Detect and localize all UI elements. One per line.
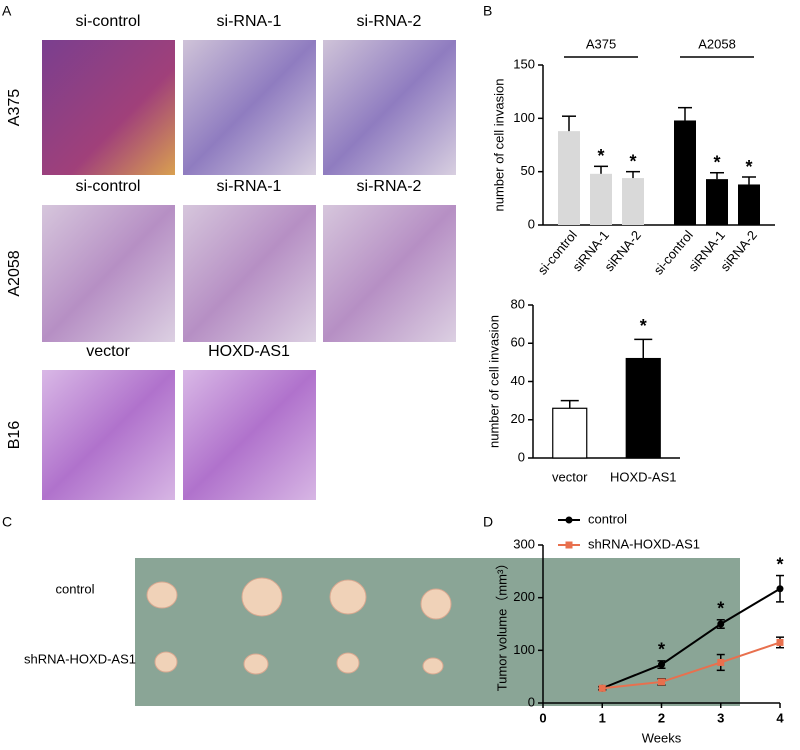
micrograph [183, 370, 316, 500]
point [658, 678, 665, 686]
significance: * [629, 151, 636, 171]
significance: * [745, 157, 752, 177]
y-tick-label: 40 [511, 373, 525, 388]
image-caption: si-control [76, 13, 141, 30]
row-label: A2058 [6, 250, 23, 296]
bar [674, 120, 696, 225]
bar [706, 179, 728, 225]
image-caption: si-control [76, 178, 141, 195]
panel-letter: C [2, 514, 12, 530]
image-caption: vector [86, 343, 130, 360]
significance: * [597, 146, 604, 166]
y-tick-label: 300 [513, 536, 535, 551]
bar [622, 178, 644, 225]
x-tick-label: vector [552, 469, 588, 484]
bar [738, 184, 760, 225]
line [602, 641, 781, 690]
y-axis-label: number of cell invasion [486, 315, 501, 448]
y-axis-label: Tumor volume（mm³） [494, 557, 509, 692]
point [598, 684, 606, 692]
image-caption: si-RNA-1 [217, 13, 282, 30]
micrograph [183, 205, 316, 342]
row-label: A375 [6, 89, 23, 126]
micrograph [42, 205, 175, 342]
y-tick-label: 100 [513, 110, 535, 125]
y-tick-label: 80 [511, 296, 525, 311]
y-axis-label: number of cell invasion [491, 79, 506, 212]
row-label: shRNA-HOXD-AS1 [24, 651, 136, 666]
y-tick-label: 60 [511, 335, 525, 350]
x-tick-label: 3 [717, 710, 724, 725]
significance: * [658, 640, 665, 660]
y-tick-label: 200 [513, 589, 535, 604]
point [717, 620, 725, 628]
y-tick-label: 0 [528, 694, 535, 709]
y-tick-label: 20 [511, 411, 525, 426]
bar [590, 173, 612, 225]
x-tick-label: HOXD-AS1 [610, 469, 676, 484]
x-axis-label: Weeks [642, 730, 682, 745]
micrograph [42, 40, 175, 175]
x-tick-label: 2 [658, 710, 665, 725]
bar [625, 357, 661, 459]
tumor-shapes [146, 577, 452, 675]
point [717, 658, 725, 666]
image-caption: si-RNA-2 [357, 178, 422, 195]
significance: * [717, 599, 724, 619]
x-tick-label: 0 [539, 710, 546, 725]
tumor-photo [135, 558, 740, 706]
row-label: control [55, 581, 94, 596]
bar [552, 407, 588, 459]
image-caption: si-RNA-2 [357, 13, 422, 30]
point [658, 661, 665, 669]
significance: * [776, 554, 783, 574]
y-tick-label: 0 [518, 449, 525, 464]
y-tick-label: 0 [528, 216, 535, 231]
micrograph [323, 205, 456, 342]
bar [558, 131, 580, 225]
legend-label: shRNA-HOXD-AS1 [588, 536, 700, 551]
micrograph [183, 40, 316, 175]
significance: * [713, 152, 720, 172]
point [776, 638, 784, 646]
point [776, 585, 784, 593]
line [601, 587, 781, 690]
micrograph [323, 40, 456, 175]
y-tick-label: 150 [513, 56, 535, 71]
legend-label: control [588, 511, 627, 526]
group-label: A2058 [698, 36, 736, 51]
legend-symbol [565, 541, 573, 549]
micrograph [42, 370, 175, 500]
y-tick-label: 100 [513, 642, 535, 657]
group-label: A375 [586, 36, 616, 51]
panel-letter: D [483, 514, 493, 530]
x-tick-label: 1 [599, 710, 606, 725]
y-tick-label: 50 [521, 163, 535, 178]
row-label: B16 [6, 421, 23, 450]
x-tick-label: 4 [776, 710, 784, 725]
legend-symbol [565, 516, 573, 524]
significance: * [640, 316, 647, 336]
panel-letter: A [2, 3, 12, 19]
image-caption: HOXD-AS1 [208, 343, 290, 360]
x-tick-label: si-control [651, 227, 696, 277]
image-caption: si-RNA-1 [217, 178, 282, 195]
panel-letter: B [483, 3, 492, 19]
x-tick-label: si-control [535, 227, 580, 277]
